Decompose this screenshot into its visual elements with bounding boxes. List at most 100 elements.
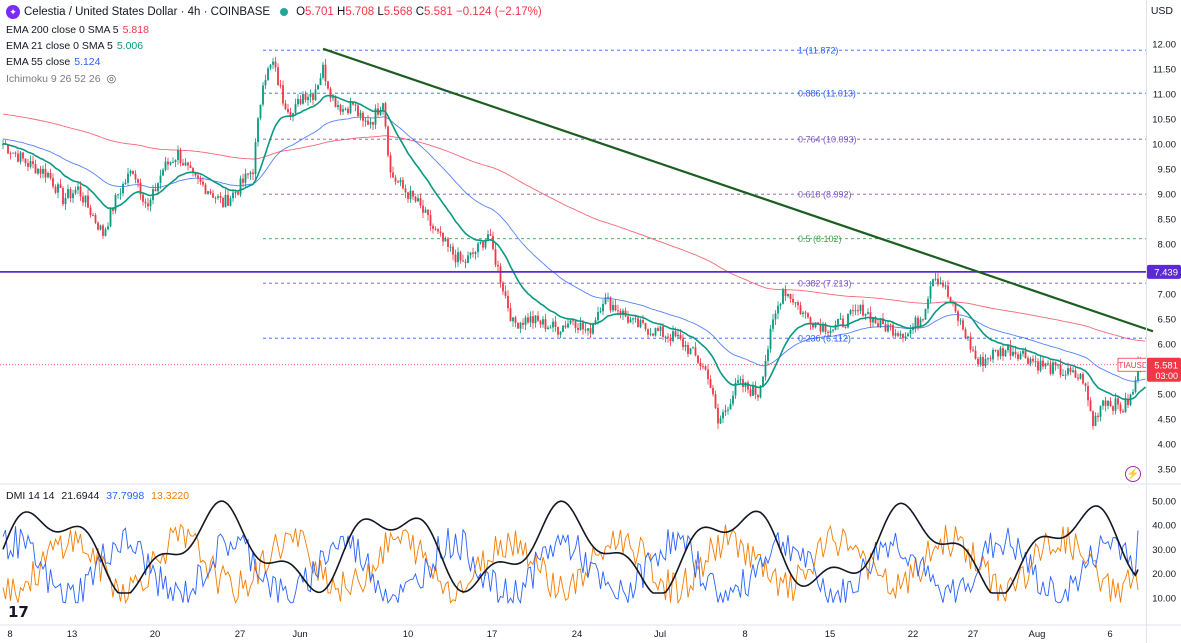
currency-label[interactable]: USD: [1150, 5, 1173, 17]
candle-body: [72, 193, 74, 199]
candle-body: [384, 103, 387, 127]
candle-body: [649, 333, 652, 335]
candle-body: [897, 333, 899, 336]
candle-body: [827, 331, 829, 333]
candle-body: [992, 349, 994, 360]
candle-body: [254, 142, 257, 175]
candle-body: [17, 153, 19, 162]
candle-body: [1117, 398, 1119, 405]
candle-body: [954, 303, 957, 312]
candle-body: [717, 407, 719, 424]
ema55-line: [2, 116, 1146, 382]
lightning-icon[interactable]: ⚡: [1125, 466, 1141, 482]
eye-hidden-icon[interactable]: ◎: [106, 73, 117, 85]
hline-price-tag: [1147, 264, 1181, 279]
candle-body: [567, 323, 569, 328]
candle-body: [949, 296, 952, 303]
candle-body: [852, 310, 854, 312]
candle-body: [814, 322, 817, 328]
candle-body: [102, 225, 104, 236]
candle-body: [169, 162, 172, 165]
candle-body: [269, 64, 272, 69]
candle-body: [579, 322, 582, 330]
candle-body: [692, 347, 694, 349]
candle-body: [22, 152, 24, 159]
candle-body: [684, 345, 687, 347]
candle-body: [909, 330, 912, 334]
candle-body: [654, 328, 657, 336]
candle-body: [842, 318, 844, 327]
dmi-minus-line: [2, 523, 1139, 605]
candle-body: [547, 327, 549, 330]
candle-body: [144, 201, 147, 204]
candle-body: [44, 168, 47, 178]
candle-body: [494, 249, 497, 265]
countdown-label: 03:00: [1155, 371, 1178, 381]
candle-body: [99, 225, 102, 230]
candle-body: [847, 314, 849, 328]
candle-body: [1094, 415, 1097, 426]
candle-body: [672, 331, 674, 342]
time-tick-label: 22: [908, 629, 919, 640]
candle-body: [797, 302, 799, 306]
candle-body: [1109, 401, 1112, 407]
candle-body: [582, 322, 584, 330]
candle-body: [1009, 345, 1012, 356]
candle-body: [312, 93, 314, 100]
time-tick-label: 13: [67, 629, 78, 640]
candle-body: [589, 328, 592, 334]
candle-body: [347, 108, 349, 114]
candle-body: [282, 85, 284, 104]
candle-body: [27, 163, 29, 167]
candle-body: [12, 152, 14, 154]
candle-body: [512, 317, 514, 322]
candle-body: [647, 329, 649, 335]
indicator-label: EMA 21 close 0 SMA 5: [6, 40, 113, 52]
candle-body: [637, 318, 639, 328]
candle-body: [467, 255, 469, 263]
candle-body: [329, 88, 332, 99]
candle-body: [32, 161, 34, 165]
time-tick-label: 15: [825, 629, 836, 640]
candle-body: [112, 207, 114, 211]
candle-body: [137, 179, 139, 183]
candle-body: [974, 350, 977, 359]
candle-body: [354, 104, 357, 106]
time-tick-label: Jul: [654, 629, 666, 640]
candle-body: [444, 238, 447, 242]
dmi-minus-value: 13.3220: [151, 490, 190, 502]
tradingview-logo[interactable]: 17: [8, 603, 29, 621]
candle-body: [297, 98, 299, 105]
time-tick-label: Jun: [292, 629, 307, 640]
candle-body: [599, 311, 602, 313]
time-tick-label: 20: [150, 629, 161, 640]
ohlc-change: −0.124 (−2.17%): [456, 6, 542, 18]
candle-body: [979, 357, 982, 365]
dmi-legend[interactable]: DMI 14 14 21.6944 37.7998 13.3220: [6, 490, 189, 502]
candle-body: [134, 173, 137, 180]
indicator-ema21[interactable]: EMA 21 close 0 SMA 5 5.006: [6, 40, 143, 52]
time-tick-label: 6: [1107, 629, 1112, 640]
candle-body: [367, 120, 369, 125]
indicator-ichimoku[interactable]: Ichimoku 9 26 52 26 ◎: [6, 72, 116, 85]
candle-body: [67, 189, 69, 198]
candle-body: [274, 61, 277, 68]
candle-body: [432, 225, 434, 229]
indicator-ema200[interactable]: EMA 200 close 0 SMA 5 5.818: [6, 24, 149, 36]
candle-body: [857, 310, 859, 312]
candle-body: [557, 327, 559, 335]
chart-title[interactable]: Celestia / United States Dollar · 4h · C…: [24, 6, 271, 18]
candle-body: [342, 109, 344, 112]
candle-body: [469, 252, 472, 256]
candle-body: [902, 333, 904, 339]
candle-body: [232, 192, 234, 199]
candle-body: [449, 246, 452, 248]
candle-body: [47, 172, 49, 178]
indicator-value: 5.006: [116, 40, 144, 52]
indicator-ema55[interactable]: EMA 55 close 5.124: [6, 56, 100, 68]
candle-body: [759, 385, 762, 398]
time-tick-label: 27: [968, 629, 979, 640]
candle-body: [997, 350, 999, 357]
candle-body: [604, 297, 607, 305]
